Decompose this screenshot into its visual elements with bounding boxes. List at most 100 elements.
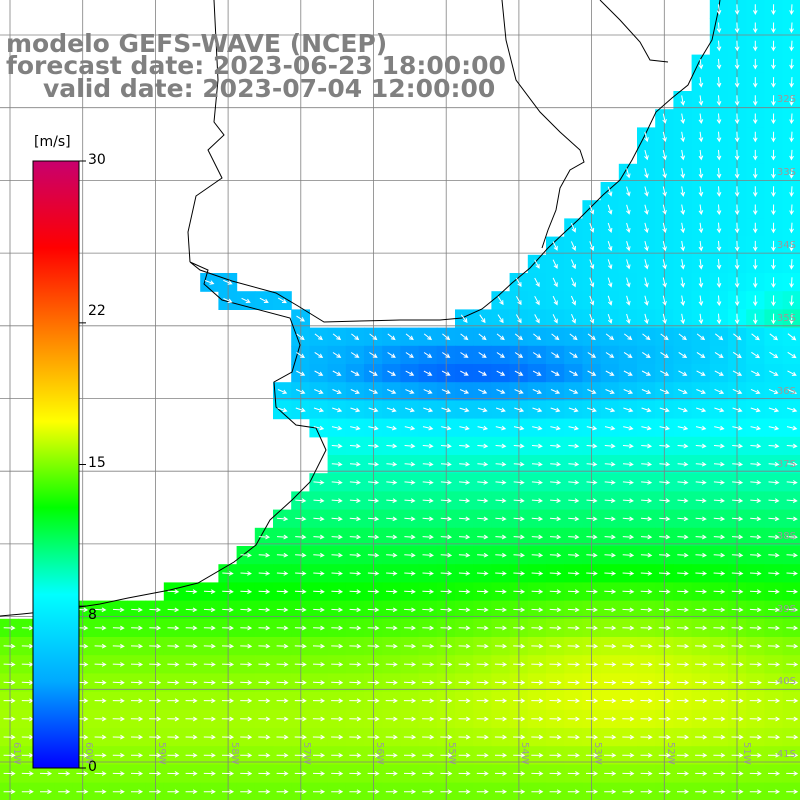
wind-arrow	[716, 295, 722, 307]
wind-arrow	[203, 716, 216, 722]
wind-arrow	[422, 516, 434, 522]
wind-arrow	[750, 498, 762, 503]
wind-arrow	[658, 643, 671, 649]
wind-arrow	[312, 680, 326, 685]
wind-arrow	[185, 771, 198, 776]
wind-arrow	[534, 259, 540, 269]
wind-arrow	[312, 771, 326, 776]
wind-arrow	[786, 534, 798, 540]
wind-arrow	[295, 571, 307, 576]
wind-arrow	[222, 607, 234, 613]
wind-arrow	[750, 480, 762, 485]
wind-arrow	[513, 443, 525, 449]
wind-arrow	[259, 297, 269, 303]
wind-arrow	[570, 241, 576, 251]
wind-arrow	[716, 22, 722, 34]
wind-arrow	[771, 204, 776, 216]
wind-arrow	[3, 716, 16, 722]
colorbar	[32, 160, 86, 769]
wind-arrow	[622, 752, 635, 758]
wind-arrow	[734, 95, 740, 106]
wind-arrow	[276, 552, 289, 558]
wind-arrow	[769, 351, 779, 359]
wind-arrow	[386, 461, 398, 467]
wind-arrow	[695, 480, 707, 485]
wind-arrow	[513, 771, 526, 776]
wind-arrow	[513, 716, 526, 722]
wind-arrow	[514, 370, 524, 376]
wind-arrow	[752, 222, 758, 234]
wind-arrow	[422, 571, 434, 576]
wind-arrow	[331, 516, 343, 522]
wind-arrow	[604, 625, 617, 631]
wind-arrow	[496, 389, 506, 394]
wind-arrow	[568, 407, 579, 413]
wind-arrow	[767, 662, 781, 667]
lat-label: 37S	[776, 459, 796, 470]
wind-arrow	[677, 589, 689, 594]
wind-arrow	[604, 425, 616, 431]
wind-arrow	[734, 40, 740, 52]
wind-arrow	[440, 461, 452, 467]
wind-arrow	[604, 571, 617, 576]
wind-arrow	[532, 389, 542, 394]
wind-arrow	[786, 516, 798, 522]
wind-arrow	[331, 552, 343, 558]
wind-arrow	[567, 625, 580, 631]
wind-arrow	[331, 716, 344, 722]
wind-arrow	[644, 222, 649, 234]
wind-arrow	[404, 443, 416, 449]
wind-arrow	[662, 149, 667, 161]
wind-arrow	[167, 771, 180, 776]
wind-arrow	[623, 389, 634, 394]
wind-arrow	[695, 552, 707, 558]
wind-arrow	[549, 752, 562, 758]
wind-arrow	[313, 625, 325, 631]
wind-arrow	[494, 771, 508, 776]
wind-arrow	[203, 643, 216, 649]
lat-label: 34S	[776, 240, 796, 251]
wind-arrow	[295, 534, 307, 540]
wind-arrow	[276, 589, 289, 594]
wind-arrow	[458, 571, 471, 576]
wind-arrow	[222, 571, 234, 576]
wind-arrow	[734, 259, 740, 270]
wind-arrow	[387, 352, 396, 358]
wind-arrow	[94, 716, 107, 722]
wind-arrow	[603, 680, 617, 685]
wind-arrow	[495, 407, 506, 413]
wind-arrow	[550, 407, 561, 413]
wind-arrow	[623, 370, 633, 376]
wind-arrow	[441, 389, 451, 394]
wind-arrow	[789, 131, 794, 143]
wind-arrow	[677, 480, 689, 485]
lon-label: 54W	[519, 742, 530, 765]
wind-arrow	[403, 771, 417, 776]
wind-arrow	[440, 552, 453, 558]
wind-arrow	[680, 186, 686, 197]
wind-arrow	[771, 131, 776, 143]
wind-arrow	[771, 222, 776, 234]
wind-arrow	[404, 589, 416, 594]
wind-arrow	[40, 789, 53, 795]
wind-arrow	[276, 571, 289, 576]
wind-arrow	[549, 516, 562, 522]
wind-arrow	[734, 204, 740, 216]
wind-arrow	[695, 789, 708, 795]
wind-arrow	[767, 643, 781, 649]
wind-arrow	[622, 534, 635, 540]
wind-arrow	[294, 771, 307, 776]
wind-arrow	[771, 277, 776, 288]
coastline-segment	[0, 0, 721, 617]
wind-arrow	[513, 625, 526, 631]
wind-arrow	[749, 698, 762, 704]
wind-arrow	[732, 443, 744, 449]
wind-arrow	[713, 625, 726, 631]
wind-arrow	[149, 716, 162, 722]
wind-arrow	[296, 333, 305, 341]
wind-arrow	[713, 680, 726, 685]
wind-arrow	[385, 771, 398, 776]
wind-arrow	[607, 259, 613, 270]
wind-arrow	[441, 370, 451, 376]
wind-arrow	[734, 222, 740, 234]
